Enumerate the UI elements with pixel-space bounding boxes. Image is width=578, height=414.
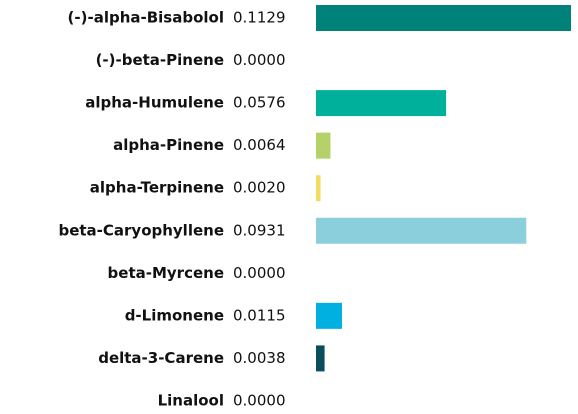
value-label: 0.0115: [233, 306, 286, 324]
bar: [316, 345, 325, 372]
value-label: 0.0931: [233, 221, 286, 239]
category-label: d-Limonene: [125, 306, 224, 324]
category-label: delta-3-Carene: [98, 349, 224, 367]
bar: [316, 90, 447, 117]
category-label: (-)-alpha-Bisabolol: [68, 9, 224, 27]
category-label: alpha-Humulene: [85, 94, 224, 112]
bar: [316, 5, 571, 31]
category-label: alpha-Terpinene: [90, 179, 224, 197]
value-label: 0.1129: [233, 9, 286, 27]
category-label: beta-Myrcene: [108, 264, 224, 282]
value-label: 0.0000: [233, 51, 286, 69]
bar: [316, 302, 342, 329]
category-label: (-)-beta-Pinene: [96, 51, 224, 69]
bar: [316, 132, 331, 159]
value-label: 0.0038: [233, 349, 286, 367]
value-label: 0.0000: [233, 391, 286, 409]
category-label: beta-Caryophyllene: [58, 221, 224, 239]
category-label: Linalool: [158, 391, 224, 409]
value-label: 0.0000: [233, 264, 286, 282]
value-label: 0.0020: [233, 179, 286, 197]
value-label: 0.0576: [233, 94, 286, 112]
bar: [316, 175, 321, 202]
value-label: 0.0064: [233, 136, 286, 154]
bar: [316, 217, 527, 244]
category-label: alpha-Pinene: [113, 136, 224, 154]
